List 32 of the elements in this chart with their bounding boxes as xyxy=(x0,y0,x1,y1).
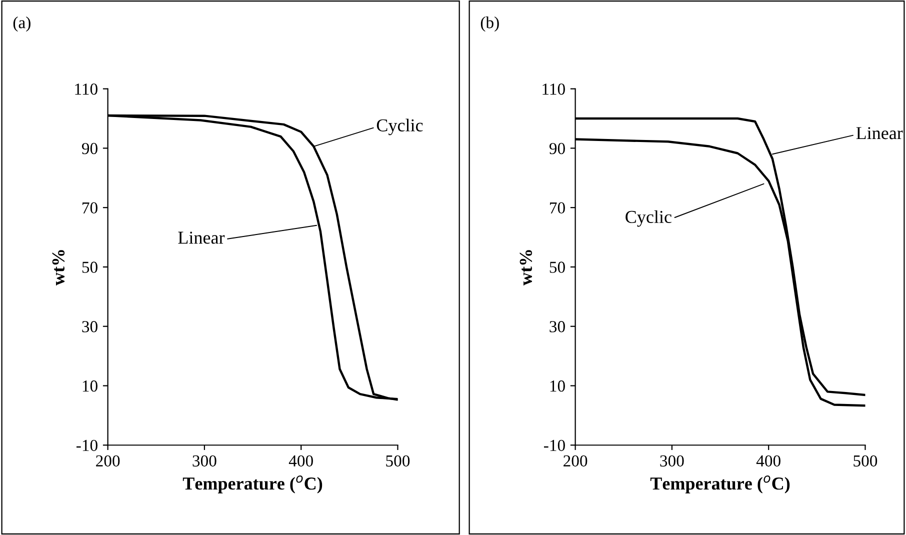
x-axis-title: Temperature ($^{o}$C) xyxy=(650,476,790,494)
y-tick-label: 70 xyxy=(82,202,98,214)
x-tick-label: 400 xyxy=(756,455,780,467)
x-tick-label: 200 xyxy=(96,455,120,467)
y-tick-label: -10 xyxy=(76,440,98,452)
y-tick-label: 90 xyxy=(82,142,98,154)
y-tick-label: 10 xyxy=(82,380,98,392)
annotation: Cyclic xyxy=(376,118,423,136)
y-tick-label: 50 xyxy=(550,262,565,273)
annotation: Linear xyxy=(856,127,903,140)
y-tick-label: 10 xyxy=(550,380,565,392)
x-axis-title: Temperature ($^{o}$C) xyxy=(182,476,322,494)
y-tick-label: 110 xyxy=(75,84,98,95)
y-axis-title: wt% xyxy=(52,250,65,286)
x-tick-label: 200 xyxy=(564,455,588,467)
annotation: Cyclic xyxy=(626,210,672,227)
annotation: Linear xyxy=(178,232,225,244)
x-tick-label: 500 xyxy=(854,455,878,467)
y-tick-label: 70 xyxy=(550,202,565,214)
y-tick-label: 90 xyxy=(549,142,565,154)
chart-title: (b) xyxy=(480,16,499,32)
y-tick-label: 110 xyxy=(542,84,565,95)
x-tick-label: 500 xyxy=(386,455,410,467)
y-tick-label: 30 xyxy=(550,321,565,332)
y-axis-title: wt% xyxy=(520,250,532,286)
x-tick-label: 300 xyxy=(192,455,216,467)
y-tick-label: 50 xyxy=(82,262,98,273)
x-tick-label: 400 xyxy=(288,455,313,467)
y-tick-label: -10 xyxy=(544,440,565,452)
chart-title: (a) xyxy=(13,16,30,32)
x-tick-label: 300 xyxy=(660,455,684,467)
y-tick-label: 30 xyxy=(82,321,98,332)
